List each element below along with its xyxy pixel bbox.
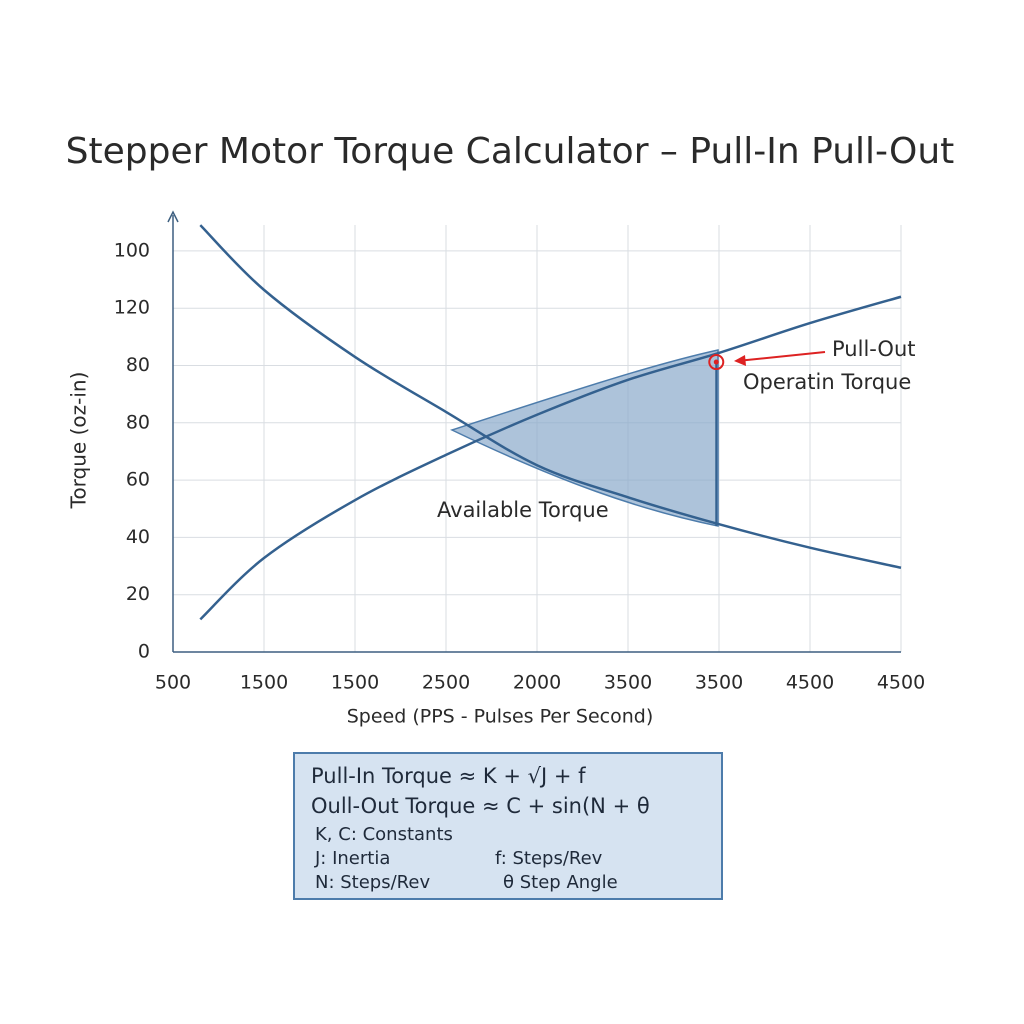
grid <box>173 225 902 652</box>
operating-point <box>708 354 725 371</box>
annotation: Pull-Out <box>832 337 916 361</box>
y-tick-label: 80 <box>126 411 150 433</box>
available-torque-area <box>449 349 719 527</box>
annotation: Operatin Torque <box>743 370 911 394</box>
x-axis-label: Speed (PPS - Pulses Per Second) <box>347 706 654 728</box>
x-tick-label: 500 <box>155 672 191 694</box>
y-tick-label: 100 <box>114 239 150 261</box>
x-tick-label: 1500 <box>331 672 379 694</box>
legend-text: J: Inertia <box>315 848 391 869</box>
y-tick-label: 120 <box>114 297 150 319</box>
x-tick-label: 3500 <box>604 672 652 694</box>
legend-text: K, C: Constants <box>315 824 453 845</box>
x-tick-label: 4500 <box>877 672 925 694</box>
y-tick-label: 80 <box>126 354 150 376</box>
y-axis-label: Torque (oz-in) <box>67 372 91 510</box>
formula: Pull-In Torque ≈ K + √J + f <box>311 764 586 788</box>
x-tick-label: 2500 <box>422 672 470 694</box>
x-tick-label: 1500 <box>240 672 288 694</box>
x-tick-label: 3500 <box>695 672 743 694</box>
annotation-arrow <box>736 351 826 362</box>
legend-text: θ Step Angle <box>503 872 618 893</box>
chart: Stepper Motor Torque Calculator – Pull-I… <box>66 131 955 728</box>
series-line <box>199 224 902 569</box>
y-tick-label: 60 <box>126 469 150 491</box>
y-tick-label: 20 <box>126 583 150 605</box>
y-tick-label: 40 <box>126 526 150 548</box>
formula-box: Pull-In Torque ≈ K + √J + f Oull-Out Tor… <box>293 752 723 900</box>
x-tick-label: 4500 <box>786 672 834 694</box>
legend-text: N: Steps/Rev <box>315 872 431 893</box>
chart-title: Stepper Motor Torque Calculator – Pull-I… <box>66 131 955 172</box>
y-axis-arrow <box>167 210 179 223</box>
y-tick-label: 0 <box>138 641 150 663</box>
annotation: Available Torque <box>437 498 609 522</box>
legend-text: f: Steps/Rev <box>495 848 603 869</box>
operating-point-dot <box>713 359 719 365</box>
arrow-head <box>734 355 746 366</box>
series-line <box>199 295 902 621</box>
formula: Oull-Out Torque ≈ C + sin(N + θ <box>311 794 650 818</box>
plot <box>199 224 902 621</box>
x-tick-label: 2000 <box>513 672 561 694</box>
